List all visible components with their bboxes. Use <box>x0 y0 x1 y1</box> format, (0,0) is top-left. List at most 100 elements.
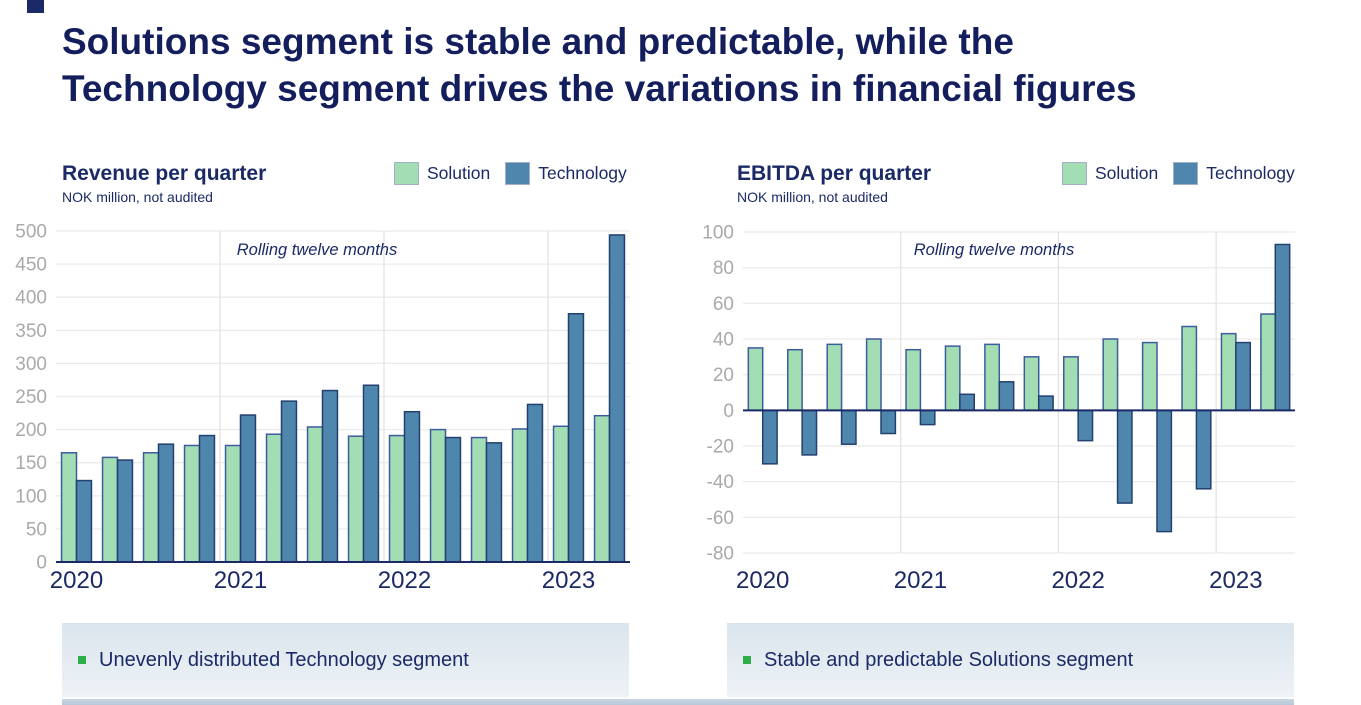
y-tick-label: 250 <box>15 387 47 408</box>
bar-solution-2021-q3 <box>984 343 1001 412</box>
revenue-chart-heading: Revenue per quarter NOK million, not aud… <box>62 161 392 205</box>
slide-title-line1: Solutions segment is stable and predicta… <box>62 21 1014 62</box>
bar-technology-2020-q4 <box>880 409 897 435</box>
bar-solution-2020-q2 <box>787 348 803 412</box>
bar-technology-2022-q4 <box>1195 409 1212 490</box>
technology-swatch-icon <box>1173 162 1199 185</box>
bar-technology-2022-q3 <box>1156 409 1173 533</box>
bar-technology-2022-q2 <box>1116 409 1133 504</box>
bar-solution-2021-q3 <box>306 426 324 563</box>
bar-solution-2022-q1 <box>1063 356 1079 412</box>
y-tick-label: 60 <box>713 294 734 315</box>
y-tick-label: 0 <box>36 553 47 574</box>
x-tick-label: 2023 <box>1209 567 1262 594</box>
revenue-legend: Solution Technology <box>394 162 627 185</box>
cropped-logo-fragment <box>27 0 44 13</box>
bar-solution-2022-q2 <box>429 428 447 563</box>
bar-solution-2022-q3 <box>1141 341 1158 412</box>
bar-solution-2023-q2 <box>593 414 611 563</box>
y-tick-label: 50 <box>26 519 47 540</box>
revenue-bar-chart: 0 50 100 150 200 250 300 350 400 450 500 2020 2021 20… <box>15 222 630 594</box>
bar-solution-2020-q1 <box>60 452 78 563</box>
bar-solution-2021-q4 <box>347 435 365 563</box>
bar-technology-2022-q4 <box>526 403 544 563</box>
y-tick-label: -60 <box>707 508 734 529</box>
slide-title-line2: Technology segment drives the variations… <box>62 68 1137 109</box>
ebitda-chart-subtitle: NOK million, not audited <box>737 189 888 205</box>
bar-solution-2020-q4 <box>865 338 882 412</box>
ebitda-chart-title: EBITDA per quarter <box>737 162 932 185</box>
bar-solution-2021-q2 <box>265 433 283 563</box>
bar-technology-2021-q3 <box>321 389 339 563</box>
bar-solution-2021-q1 <box>224 444 242 563</box>
bar-technology-2021-q1 <box>919 409 936 426</box>
bar-technology-2023-q1 <box>1235 341 1251 412</box>
ebitda-legend: Solution Technology <box>1062 162 1295 185</box>
y-tick-label: 450 <box>15 255 47 276</box>
rolling-twelve-months-annotation: Rolling twelve months <box>914 241 1075 259</box>
x-tick-label: 2022 <box>378 567 431 594</box>
bar-technology-2022-q2 <box>444 436 462 563</box>
y-tick-label: 20 <box>713 365 734 386</box>
bar-solution-2021-q1 <box>905 348 922 412</box>
solution-swatch-icon <box>1062 162 1087 185</box>
bar-solution-2022-q4 <box>511 428 529 563</box>
bar-technology-2023-q2 <box>608 234 626 563</box>
bar-technology-2021-q3 <box>998 381 1015 412</box>
bar-technology-2021-q2 <box>280 400 298 563</box>
legend-label-technology: Technology <box>538 163 627 183</box>
bar-technology-2023-q1 <box>567 313 585 563</box>
bar-technology-2021-q4 <box>362 384 380 563</box>
y-tick-label: 300 <box>15 354 47 375</box>
bar-technology-2021-q4 <box>1037 395 1054 412</box>
bar-technology-2020-q2 <box>116 459 134 563</box>
x-tick-label: 2020 <box>50 567 103 594</box>
ebitda-bar-chart: -80 -60 -40 -20 0 20 40 60 80 100 2020 2021 2022 2023… <box>702 223 1295 594</box>
solution-swatch-icon <box>394 162 419 185</box>
bar-solution-2021-q2 <box>944 345 961 412</box>
bar-solution-2023-q1 <box>552 425 570 563</box>
y-tick-label: 400 <box>15 288 47 309</box>
x-tick-label: 2021 <box>894 567 947 594</box>
bar-solution-2022-q1 <box>388 434 406 563</box>
bar-solution-2021-q4 <box>1023 356 1040 412</box>
bar-technology-2022-q3 <box>485 442 503 563</box>
y-tick-label: -80 <box>707 544 734 565</box>
bar-technology-2020-q2 <box>801 409 818 456</box>
legend-label-solution: Solution <box>427 163 491 183</box>
y-tick-label: 350 <box>15 321 47 342</box>
legend-label-technology: Technology <box>1206 163 1295 183</box>
y-tick-label: 150 <box>15 453 47 474</box>
bar-solution-2020-q3 <box>826 343 843 412</box>
callout-technology-segment: Unevenly distributed Technology segment <box>62 623 629 697</box>
bar-technology-2022-q1 <box>403 410 421 563</box>
bar-technology-2021-q2 <box>959 393 975 412</box>
y-tick-label: -20 <box>707 437 734 458</box>
bar-solution-2023-q2 <box>1260 313 1277 412</box>
x-tick-label: 2021 <box>214 567 267 594</box>
bar-technology-2020-q4 <box>198 434 216 563</box>
x-tick-label: 2023 <box>542 567 595 594</box>
next-row-cropped-strip <box>62 699 1294 705</box>
bar-solution-2023-q1 <box>1220 332 1237 412</box>
bar-solution-2022-q3 <box>470 436 488 563</box>
slide-title: Solutions segment is stable and predicta… <box>62 18 1242 112</box>
bullet-square-icon <box>743 656 751 664</box>
x-tick-label: 2022 <box>1051 567 1104 594</box>
bar-solution-2020-q2 <box>101 456 119 563</box>
bar-technology-2020-q3 <box>840 409 857 445</box>
bar-solution-2022-q2 <box>1102 338 1119 412</box>
y-tick-label: 100 <box>702 223 734 244</box>
bar-solution-2020-q1 <box>747 347 764 412</box>
bullet-square-icon <box>78 656 86 664</box>
y-tick-label: -40 <box>707 472 734 493</box>
bar-technology-2020-q1 <box>75 479 93 563</box>
revenue-chart-subtitle: NOK million, not audited <box>62 189 213 205</box>
bar-technology-2020-q3 <box>157 443 175 563</box>
y-tick-label: 80 <box>713 258 734 279</box>
y-tick-label: 100 <box>15 486 47 507</box>
callout-solutions-segment: Stable and predictable Solutions segment <box>727 623 1294 697</box>
x-tick-label: 2020 <box>736 567 789 594</box>
y-tick-label: 200 <box>15 420 47 441</box>
